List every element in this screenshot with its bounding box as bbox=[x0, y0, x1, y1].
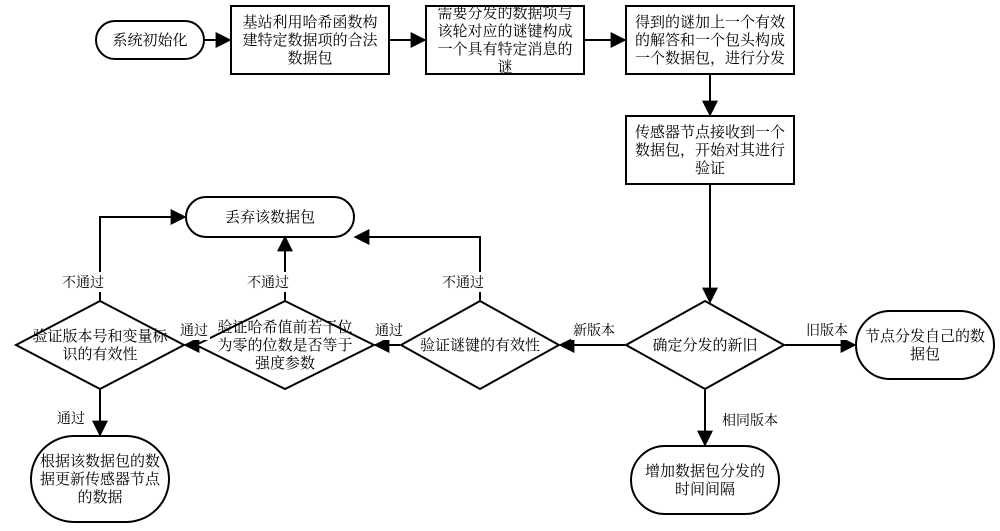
node-label: 验证谜键的有效性 bbox=[416, 336, 544, 354]
node-n13: 根据该数据包的数据更新传感器节点的数据 bbox=[30, 435, 170, 523]
node-n4: 得到的谜加上一个有效的解答和一个包头构成一个数据包，进行分发 bbox=[625, 5, 795, 75]
edge-label-e13: 不通过 bbox=[60, 272, 106, 292]
node-n10: 确定分发的新旧 bbox=[625, 300, 785, 390]
node-label: 根据该数据包的数据更新传感器节点的数据 bbox=[38, 452, 162, 506]
edge-label-e10: 不通过 bbox=[440, 272, 486, 292]
node-label: 系统初始化 bbox=[112, 31, 187, 49]
node-n12: 增加数据包分发的时间间隔 bbox=[630, 445, 780, 515]
node-label: 丢弃该数据包 bbox=[225, 208, 315, 226]
edge-label-e8: 新版本 bbox=[571, 320, 617, 340]
node-n2: 基站利用哈希函数构建特定数据项的合法数据包 bbox=[230, 5, 390, 75]
node-label: 得到的谜加上一个有效的解答和一个包头构成一个数据包，进行分发 bbox=[633, 13, 787, 67]
node-n1: 系统初始化 bbox=[95, 20, 205, 60]
node-n3: 需要分发的数据项与该轮对应的谜键构成一个具有特定消息的谜 bbox=[425, 5, 585, 75]
node-label: 增加数据包分发的时间间隔 bbox=[638, 462, 772, 498]
node-n11: 节点分发自己的数据包 bbox=[855, 310, 995, 380]
node-n7: 验证版本号和变量标识的有效性 bbox=[15, 300, 185, 390]
flowchart-canvas: 系统初始化 基站利用哈希函数构建特定数据项的合法数据包需要分发的数据项与该轮对应的… bbox=[0, 0, 1000, 531]
edge-label-e12: 不通过 bbox=[245, 272, 291, 292]
node-label: 验证哈希值前若干位为零的位数是否等于强度参数 bbox=[213, 318, 357, 372]
edge-label-e11: 通过 bbox=[178, 320, 210, 340]
node-label: 需要分发的数据项与该轮对应的谜键构成一个具有特定消息的谜 bbox=[433, 4, 577, 76]
node-n5: 传感器节点接收到一个数据包，开始对其进行验证 bbox=[625, 115, 795, 185]
node-label: 基站利用哈希函数构建特定数据项的合法数据包 bbox=[238, 13, 382, 67]
node-label: 验证版本号和变量标识的有效性 bbox=[32, 327, 168, 363]
edge-label-e6: 旧版本 bbox=[804, 320, 850, 340]
node-label: 传感器节点接收到一个数据包，开始对其进行验证 bbox=[633, 123, 787, 177]
edge-e13 bbox=[100, 217, 185, 300]
node-n6: 丢弃该数据包 bbox=[185, 196, 355, 238]
node-label: 节点分发自己的数据包 bbox=[863, 327, 987, 363]
node-label: 确定分发的新旧 bbox=[641, 336, 769, 354]
edge-label-e14: 通过 bbox=[55, 408, 87, 428]
edge-label-e9: 通过 bbox=[373, 320, 405, 340]
node-n8: 验证哈希值前若干位为零的位数是否等于强度参数 bbox=[195, 300, 375, 390]
edge-label-e7: 相同版本 bbox=[720, 410, 780, 430]
node-n9: 验证谜键的有效性 bbox=[400, 300, 560, 390]
